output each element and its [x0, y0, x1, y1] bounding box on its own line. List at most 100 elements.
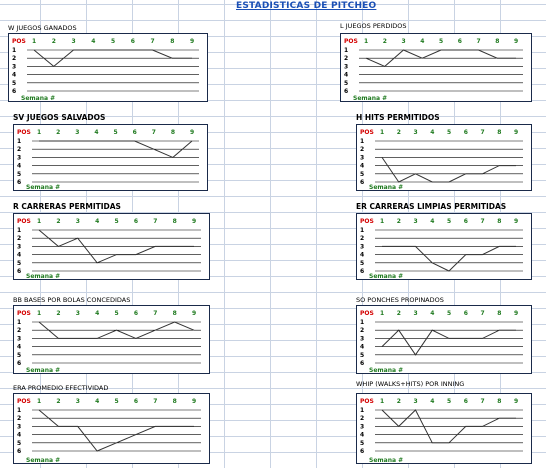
y-axis-label: POS: [360, 398, 374, 405]
x-tick-label: 8: [497, 310, 501, 317]
series-line: [38, 409, 194, 452]
x-tick-label: 7: [153, 310, 157, 317]
x-tick-label: 1: [32, 38, 36, 45]
x-tick-label: 4: [95, 398, 99, 405]
chart-frame: POS 1 2 3 4 5 6 7 8 9 1 2 3 4 5 6 Semana #: [356, 124, 532, 191]
y-tick-label: 5: [12, 80, 16, 87]
y-tick-label: 6: [360, 360, 364, 367]
y-axis-label: POS: [344, 38, 358, 45]
y-tick-label: 3: [17, 154, 21, 161]
x-tick-label: 9: [192, 218, 196, 225]
chart-panel: SO PONCHES PROPINADOS POS 1 2 3 4 5 6 7 8 9 1 2 3 4 5 6 S…: [356, 296, 532, 374]
x-tick-label: 7: [152, 129, 156, 136]
chart-title: L JUEGOS PERDIDOS: [340, 22, 407, 30]
y-tick-label: 4: [360, 432, 364, 439]
y-axis-label: POS: [360, 310, 374, 317]
y-tick-label: 6: [360, 179, 364, 186]
y-tick-label: 2: [360, 146, 364, 153]
y-tick-label: 1: [360, 319, 364, 326]
x-tick-label: 3: [402, 38, 406, 45]
x-tick-label: 1: [380, 310, 384, 317]
x-tick-label: 9: [514, 398, 518, 405]
y-tick-label: 1: [344, 47, 348, 54]
x-tick-label: 9: [192, 310, 196, 317]
x-tick-label: 3: [72, 38, 76, 45]
x-tick-label: 5: [447, 398, 451, 405]
x-tick-label: 2: [397, 129, 401, 136]
chart-frame: POS 1 2 3 4 5 6 7 8 9 1 2 3 4 5 6 Semana #: [340, 33, 532, 102]
x-tick-label: 4: [95, 218, 99, 225]
y-axis-label: POS: [17, 398, 31, 405]
x-tick-label: 2: [383, 38, 387, 45]
y-tick-label: 6: [17, 360, 21, 367]
x-tick-label: 8: [495, 38, 499, 45]
x-tick-label: 4: [430, 398, 434, 405]
chart-frame: POS 1 2 3 4 5 6 7 8 9 1 2 3 4 5 6 Semana #: [8, 33, 208, 102]
x-tick-label: 9: [514, 38, 518, 45]
chart-title: R CARRERAS PERMITIDAS: [13, 202, 121, 211]
y-tick-label: 3: [17, 335, 21, 342]
x-tick-label: 8: [171, 129, 175, 136]
x-tick-label: 6: [458, 38, 462, 45]
series-line: [33, 49, 192, 68]
y-tick-label: 3: [360, 423, 364, 430]
y-tick-label: 6: [360, 448, 364, 455]
x-axis-label: Semana #: [21, 95, 55, 102]
x-tick-label: 5: [115, 310, 119, 317]
y-tick-label: 6: [12, 88, 16, 95]
y-tick-label: 2: [12, 55, 16, 62]
y-tick-label: 4: [12, 72, 16, 79]
y-tick-label: 5: [344, 80, 348, 87]
y-tick-label: 5: [360, 440, 364, 447]
y-tick-label: 5: [17, 171, 21, 178]
chart-panel: BB BASES POR BOLAS CONCEDIDAS POS 1 2 3 4 5 6 7 8…: [13, 296, 210, 374]
x-tick-label: 6: [134, 218, 138, 225]
x-tick-label: 3: [76, 218, 80, 225]
series-line: [39, 140, 193, 158]
x-tick-label: 1: [380, 218, 384, 225]
y-tick-label: 3: [360, 154, 364, 161]
chart-panel: WHIP (WALKS+HITS) POR INNING POS 1 2 3 4 5 6 7 8 9…: [356, 380, 532, 464]
x-tick-label: 7: [151, 38, 155, 45]
y-tick-label: 1: [17, 227, 21, 234]
x-tick-label: 3: [414, 218, 418, 225]
x-tick-label: 7: [153, 218, 157, 225]
x-tick-label: 2: [52, 38, 56, 45]
x-tick-label: 2: [56, 218, 60, 225]
x-tick-label: 2: [397, 218, 401, 225]
y-tick-label: 1: [12, 47, 16, 54]
y-tick-label: 2: [360, 415, 364, 422]
x-tick-label: 5: [447, 129, 451, 136]
chart-frame: POS 1 2 3 4 5 6 7 8 9 1 2 3 4 5 6 Semana #: [356, 305, 532, 374]
y-tick-label: 3: [360, 243, 364, 250]
x-axis-label: Semana #: [353, 95, 387, 102]
y-tick-label: 4: [344, 72, 348, 79]
x-tick-label: 8: [170, 38, 174, 45]
y-axis-label: POS: [360, 129, 374, 136]
x-tick-label: 3: [76, 398, 80, 405]
x-axis-label: Semana #: [369, 273, 403, 280]
y-tick-label: 1: [17, 138, 21, 145]
y-tick-label: 6: [17, 179, 21, 186]
chart-title: H HITS PERMITIDOS: [356, 113, 440, 122]
chart-panel: SV JUEGOS SALVADOS POS 1 2 3 4 5 6 7 8 9 1 2 3 4 5 6 Sema…: [13, 113, 208, 191]
x-tick-label: 2: [397, 398, 401, 405]
y-axis-label: POS: [12, 38, 26, 45]
y-tick-label: 3: [17, 423, 21, 430]
chart-panel: W JUEGOS GANADOS POS 1 2 3 4 5 6 7 8 9 1 2 3 4 5 6 Semana…: [8, 24, 208, 102]
y-tick-label: 1: [360, 138, 364, 145]
x-tick-label: 2: [397, 310, 401, 317]
x-tick-label: 4: [430, 310, 434, 317]
x-tick-label: 5: [447, 310, 451, 317]
x-tick-label: 4: [420, 38, 424, 45]
series-line: [365, 49, 516, 67]
y-tick-label: 2: [360, 327, 364, 334]
chart-title: BB BASES POR BOLAS CONCEDIDAS: [13, 296, 131, 304]
chart-panel: ER CARRERAS LIMPIAS PERMITIDAS POS 1 2 3 4 5 6 7…: [356, 202, 532, 280]
y-tick-label: 4: [360, 344, 364, 351]
